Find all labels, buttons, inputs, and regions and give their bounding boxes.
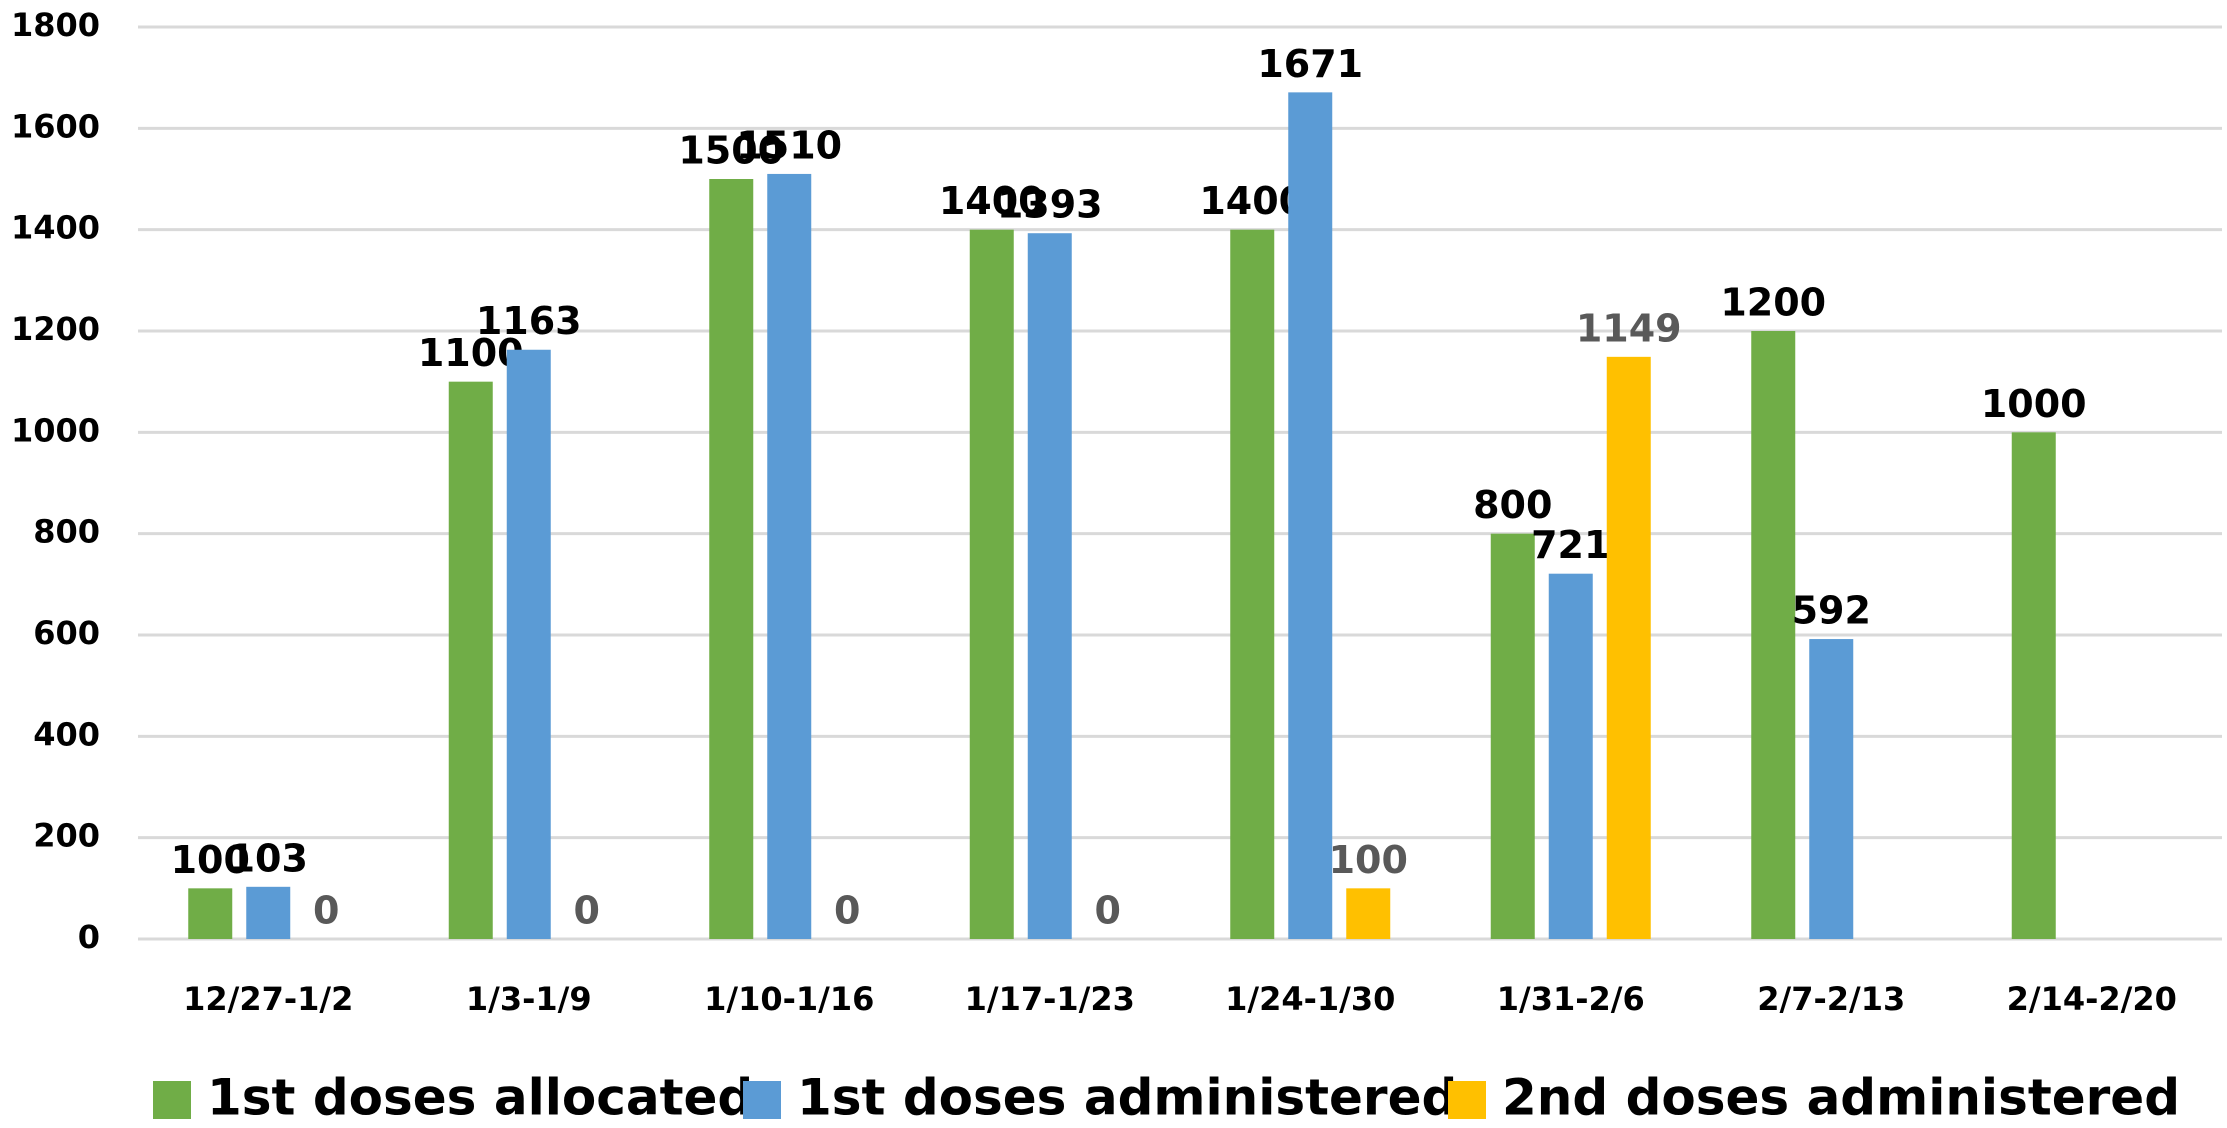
y-tick-label: 1000 bbox=[11, 411, 100, 449]
value-label: 1163 bbox=[476, 299, 582, 343]
value-label: 721 bbox=[1531, 523, 1610, 567]
legend-swatch bbox=[153, 1081, 191, 1119]
value-label: 1393 bbox=[997, 183, 1103, 227]
value-label: 1671 bbox=[1257, 42, 1363, 86]
bar bbox=[1548, 573, 1593, 939]
bar bbox=[506, 349, 551, 939]
bar bbox=[709, 179, 754, 939]
bar bbox=[1230, 229, 1275, 939]
x-tick-label: 1/24-1/30 bbox=[1225, 980, 1395, 1018]
value-label: 0 bbox=[1095, 889, 1121, 933]
value-label: 0 bbox=[313, 889, 339, 933]
y-tick-label: 400 bbox=[33, 715, 100, 753]
bar bbox=[1751, 331, 1796, 939]
value-label: 103 bbox=[229, 836, 308, 880]
y-tick-label: 800 bbox=[33, 513, 100, 551]
value-label: 1500 bbox=[678, 129, 784, 173]
value-label: 1000 bbox=[1981, 382, 2087, 426]
y-tick-label: 1800 bbox=[11, 6, 100, 44]
value-label: 1510 bbox=[736, 123, 842, 167]
x-tick-label: 1/3-1/9 bbox=[466, 980, 592, 1018]
y-tick-label: 600 bbox=[33, 614, 100, 652]
value-label: 1400 bbox=[939, 179, 1045, 223]
y-tick-label: 1600 bbox=[11, 107, 100, 145]
bar bbox=[1809, 639, 1854, 939]
x-tick-label: 2/7-2/13 bbox=[1757, 980, 1905, 1018]
y-tick-label: 0 bbox=[78, 918, 100, 956]
y-tick-label: 1400 bbox=[11, 209, 100, 247]
bar bbox=[1288, 92, 1333, 940]
value-label: 1100 bbox=[418, 331, 524, 375]
value-label: 592 bbox=[1792, 589, 1871, 633]
bar bbox=[448, 381, 493, 940]
x-tick-label: 2/14-2/20 bbox=[2007, 980, 2177, 1018]
legend-swatch bbox=[743, 1081, 781, 1119]
value-label: 100 bbox=[171, 838, 250, 882]
bar bbox=[1346, 888, 1391, 939]
bar bbox=[2011, 432, 2056, 939]
bar bbox=[188, 888, 233, 939]
x-tick-label: 1/31-2/6 bbox=[1497, 980, 1645, 1018]
y-tick-label: 200 bbox=[33, 817, 100, 855]
value-label: 800 bbox=[1473, 483, 1552, 527]
bar bbox=[969, 229, 1014, 939]
x-tick-label: 1/10-1/16 bbox=[704, 980, 874, 1018]
x-tick-label: 12/27-1/2 bbox=[183, 980, 353, 1018]
bar bbox=[767, 173, 812, 939]
x-tick-label: 1/17-1/23 bbox=[965, 980, 1135, 1018]
value-label: 1400 bbox=[1199, 179, 1305, 223]
legend-label: 1st doses allocated bbox=[207, 1069, 753, 1127]
bar bbox=[246, 886, 291, 939]
bar bbox=[1027, 233, 1072, 940]
legend-label: 1st doses administered bbox=[797, 1069, 1457, 1127]
y-tick-label: 1200 bbox=[11, 310, 100, 348]
value-label: 100 bbox=[1329, 838, 1408, 882]
legend-swatch bbox=[1448, 1081, 1486, 1119]
value-label: 1200 bbox=[1720, 281, 1826, 325]
legend-label: 2nd doses administered bbox=[1502, 1069, 2180, 1127]
value-label: 1149 bbox=[1576, 306, 1682, 350]
value-label: 0 bbox=[834, 889, 860, 933]
bar bbox=[1490, 533, 1535, 939]
value-label: 0 bbox=[574, 889, 600, 933]
bar bbox=[1606, 356, 1651, 940]
